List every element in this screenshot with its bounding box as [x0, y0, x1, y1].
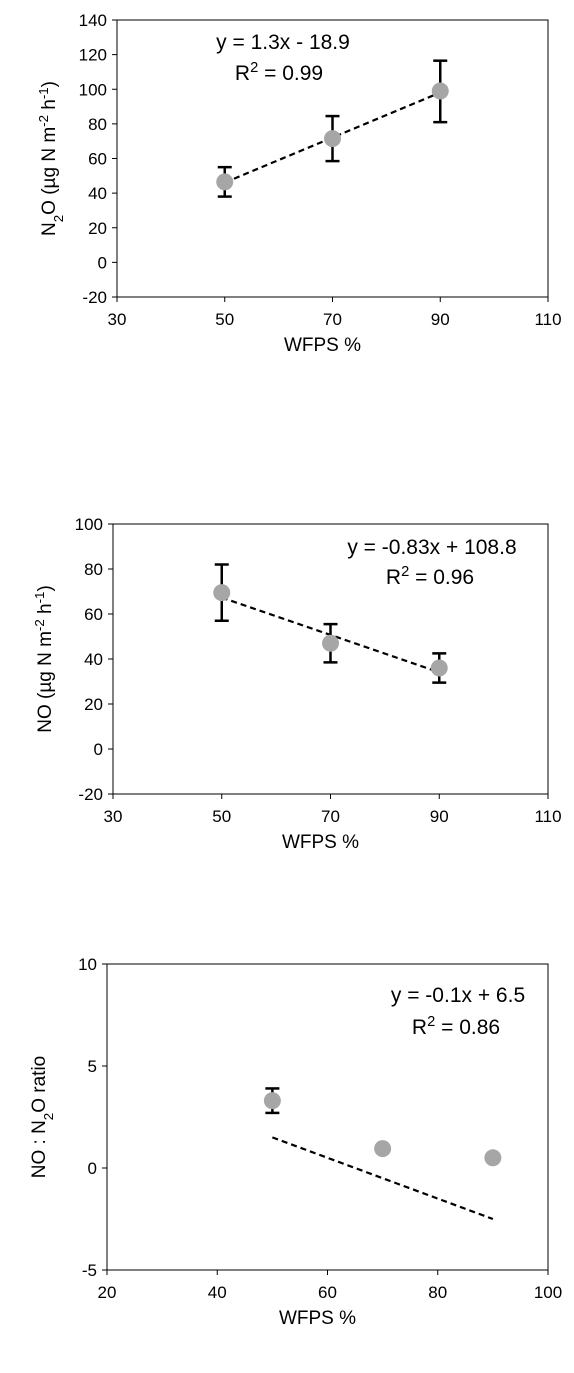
- x-tick-label: 90: [431, 310, 450, 329]
- data-point: [324, 130, 341, 148]
- y-tick-label: 0: [98, 253, 107, 272]
- y-tick-label: 120: [79, 46, 107, 65]
- y-tick-label: 80: [88, 115, 107, 134]
- y-tick-label: 5: [88, 1057, 97, 1076]
- x-tick-label: 70: [321, 807, 340, 826]
- y-tick-label: 80: [84, 560, 103, 579]
- x-tick-label: 40: [208, 1283, 227, 1302]
- r-squared-label: R2 = 0.96: [386, 564, 474, 589]
- y-tick-label: 10: [78, 955, 97, 974]
- y-tick-label: 140: [79, 11, 107, 30]
- x-tick-label: 30: [108, 310, 127, 329]
- trendline-equation: y = 1.3x - 18.9: [216, 31, 350, 54]
- x-tick-label: 80: [428, 1283, 447, 1302]
- x-tick-label: 30: [104, 807, 123, 826]
- y-tick-label: -5: [82, 1261, 97, 1280]
- y-tick-label: -20: [78, 785, 103, 804]
- data-point: [374, 1140, 392, 1158]
- x-axis-label: WFPS %: [284, 335, 361, 356]
- data-point: [263, 1092, 281, 1110]
- y-tick-label: 20: [84, 695, 103, 714]
- r-squared-label: R2 = 0.86: [412, 1014, 500, 1039]
- x-tick-label: 70: [323, 310, 342, 329]
- y-axis-label: NO : N2O ratio: [29, 1056, 56, 1179]
- y-tick-label: 40: [84, 650, 103, 669]
- data-point: [431, 82, 449, 100]
- trendline: [224, 91, 441, 184]
- data-point: [322, 634, 339, 652]
- data-point: [484, 1149, 502, 1167]
- y-axis-label: N2O (µg N m-2 h-1): [36, 81, 66, 236]
- data-point: [430, 659, 448, 677]
- x-tick-label: 20: [98, 1283, 117, 1302]
- y-tick-label: 0: [88, 1159, 97, 1178]
- r-squared-label: R2 = 0.99: [235, 60, 323, 85]
- trendline: [271, 1136, 494, 1221]
- x-tick-label: 50: [212, 807, 231, 826]
- y-tick-label: 100: [79, 80, 107, 99]
- trendline-equation: y = -0.1x + 6.5: [391, 984, 525, 1007]
- data-point: [216, 173, 234, 191]
- y-tick-label: 0: [94, 740, 103, 759]
- y-tick-label: -20: [82, 288, 107, 307]
- y-tick-label: 60: [88, 150, 107, 169]
- y-tick-label: 40: [88, 184, 107, 203]
- chart-panel-3: -5 0 5 10 20 40 60 80 100 WFPS % NO : N2O ratio y =…: [29, 955, 562, 1329]
- y-tick-label: 100: [75, 515, 103, 534]
- trendline-equation: y = -0.83x + 108.8: [347, 536, 516, 559]
- x-tick-label: 110: [534, 807, 561, 826]
- chart-panel-1: -20 0 20 40 60 80 100 120 140 30 50 70 90 110 WFPS % N2…: [36, 11, 562, 356]
- x-tick-label: 100: [534, 1283, 562, 1302]
- x-tick-label: 90: [430, 807, 449, 826]
- data-point: [213, 584, 231, 602]
- chart-panel-2: -20 0 20 40 60 80 100 30 50 70 90 110 WFPS % NO (µg N…: [32, 515, 562, 853]
- x-axis-label: WFPS %: [279, 1308, 356, 1329]
- y-axis-label: NO (µg N m-2 h-1): [32, 585, 57, 733]
- x-tick-label: 50: [215, 310, 234, 329]
- x-axis-label: WFPS %: [282, 832, 359, 853]
- x-tick-label: 60: [318, 1283, 337, 1302]
- y-tick-label: 60: [84, 605, 103, 624]
- x-tick-label: 110: [534, 310, 561, 329]
- y-tick-label: 20: [88, 219, 107, 238]
- plot-area: [106, 963, 549, 1271]
